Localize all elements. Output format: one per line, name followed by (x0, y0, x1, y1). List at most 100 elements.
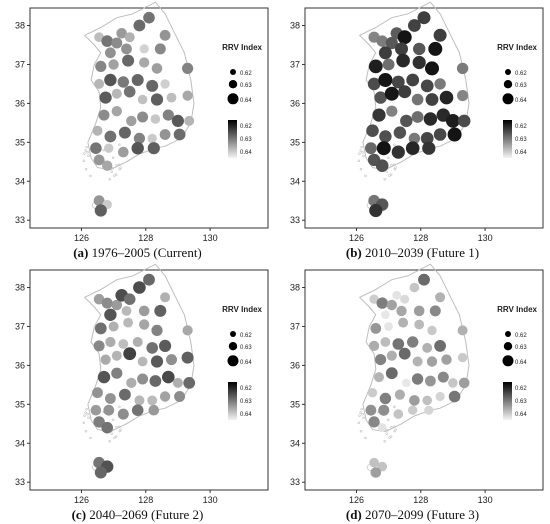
station-marker-b (428, 41, 443, 56)
x-tick-label-b: 126 (349, 233, 364, 243)
plot-frame-c (29, 269, 269, 491)
station-marker-b (422, 141, 436, 155)
station-marker-d (393, 409, 404, 419)
station-marker-c (183, 377, 196, 389)
station-marker-c (90, 404, 102, 416)
y-tick-label-b: 38 (290, 21, 300, 31)
station-marker-a (94, 204, 107, 217)
station-marker-d (407, 336, 419, 348)
station-marker-a (99, 91, 112, 104)
station-marker-a (111, 37, 123, 49)
station-marker-d (394, 389, 405, 400)
station-marker-b (439, 90, 454, 105)
station-marker-d (376, 297, 388, 309)
station-marker-b (397, 30, 412, 45)
caption-b: (b) 2010–2039 (Future 1) (345, 245, 480, 260)
station-marker-d (369, 457, 379, 468)
station-marker-b (411, 111, 424, 123)
station-marker-c (100, 354, 111, 365)
legend-color-label-d: 0.62 (515, 386, 527, 392)
legend-size-label-d: 0.62 (515, 333, 527, 339)
island-d (359, 430, 363, 433)
x-tick-label-a: 126 (74, 233, 89, 243)
station-marker-d (368, 416, 380, 428)
station-marker-a (151, 63, 163, 74)
map-c-svg: 126 128 130 38 37 36 35 34 33 RRV Index 0.62 0.63 0.… (15, 263, 269, 505)
station-marker-b (379, 130, 392, 143)
legend-colorbar-c (228, 382, 237, 420)
legend-size-marker-b (505, 69, 511, 75)
station-marker-c (94, 322, 107, 335)
legend-size-label-a: 0.63 (240, 83, 252, 89)
legend-colorbar-b (503, 120, 512, 158)
station-marker-d (411, 373, 424, 385)
island-d (357, 421, 361, 424)
y-tick-label-c: 35 (15, 399, 25, 409)
legend-size-marker-c (228, 342, 238, 351)
y-tick-label-a: 37 (15, 59, 25, 69)
island-a (118, 163, 121, 167)
station-marker-c (94, 466, 107, 479)
station-marker-a (143, 11, 155, 24)
island-b (386, 156, 390, 160)
station-marker-c (123, 347, 137, 361)
island-c (84, 430, 88, 433)
station-marker-c (146, 342, 158, 354)
station-marker-c (159, 339, 172, 352)
station-marker-d (374, 372, 384, 383)
station-marker-d (379, 392, 392, 405)
island-d (393, 405, 396, 409)
station-marker-d (370, 467, 382, 478)
station-marker-b (391, 145, 405, 159)
station-marker-a (184, 115, 195, 126)
station-marker-d (427, 325, 437, 336)
station-marker-c (143, 273, 155, 286)
station-marker-c (149, 375, 162, 387)
station-marker-b (405, 141, 420, 155)
station-marker-b (378, 46, 392, 60)
legend-size-label-a: 0.62 (240, 71, 252, 77)
station-marker-a (122, 54, 135, 67)
legend-color-label-b: 0.62 (515, 124, 527, 130)
plot-frame-d (304, 269, 544, 491)
island-d (385, 432, 388, 435)
station-marker-d (392, 290, 402, 300)
x-tick-label-a: 130 (203, 233, 218, 243)
station-marker-a (133, 132, 145, 144)
legend-size-marker-d (503, 342, 513, 351)
station-marker-a (117, 76, 129, 88)
map-a-svg: 126 128 130 38 37 36 35 34 33 RRV Index 0.62 0.63 0.… (15, 1, 269, 243)
legend-size-label-d: 0.64 (515, 360, 527, 366)
station-marker-a (102, 160, 113, 171)
island-a (84, 149, 87, 152)
caption-d: (d) 2070–2099 (Future 3) (345, 507, 480, 522)
legend-size-marker-c (230, 331, 236, 337)
y-tick-label-b: 34 (290, 176, 300, 186)
island-d (361, 413, 364, 416)
island-a (89, 174, 92, 178)
y-tick-label-c: 36 (15, 360, 25, 370)
station-marker-d (434, 340, 446, 352)
station-marker-c (121, 306, 132, 316)
station-marker-c (118, 339, 129, 349)
y-tick-label-d: 34 (290, 438, 300, 448)
station-marker-c (93, 340, 105, 352)
station-marker-c (154, 304, 167, 317)
station-marker-b (434, 78, 446, 90)
station-marker-c (97, 370, 111, 384)
station-marker-c (111, 367, 123, 379)
legend-color-label-a: 0.62 (240, 124, 252, 130)
legend-size-marker-d (505, 331, 511, 337)
station-marker-b (396, 53, 410, 68)
x-tick-label-b: 128 (413, 233, 428, 243)
station-marker-d (448, 378, 458, 388)
island-b (364, 174, 367, 178)
station-marker-d (385, 367, 398, 380)
station-marker-b (369, 203, 383, 218)
x-tick-label-c: 130 (203, 495, 218, 505)
island-d (359, 411, 362, 414)
island-a (86, 151, 89, 154)
legend-size-label-c: 0.64 (240, 360, 252, 366)
legend-size-marker-a (230, 69, 236, 75)
island-c (118, 425, 121, 429)
